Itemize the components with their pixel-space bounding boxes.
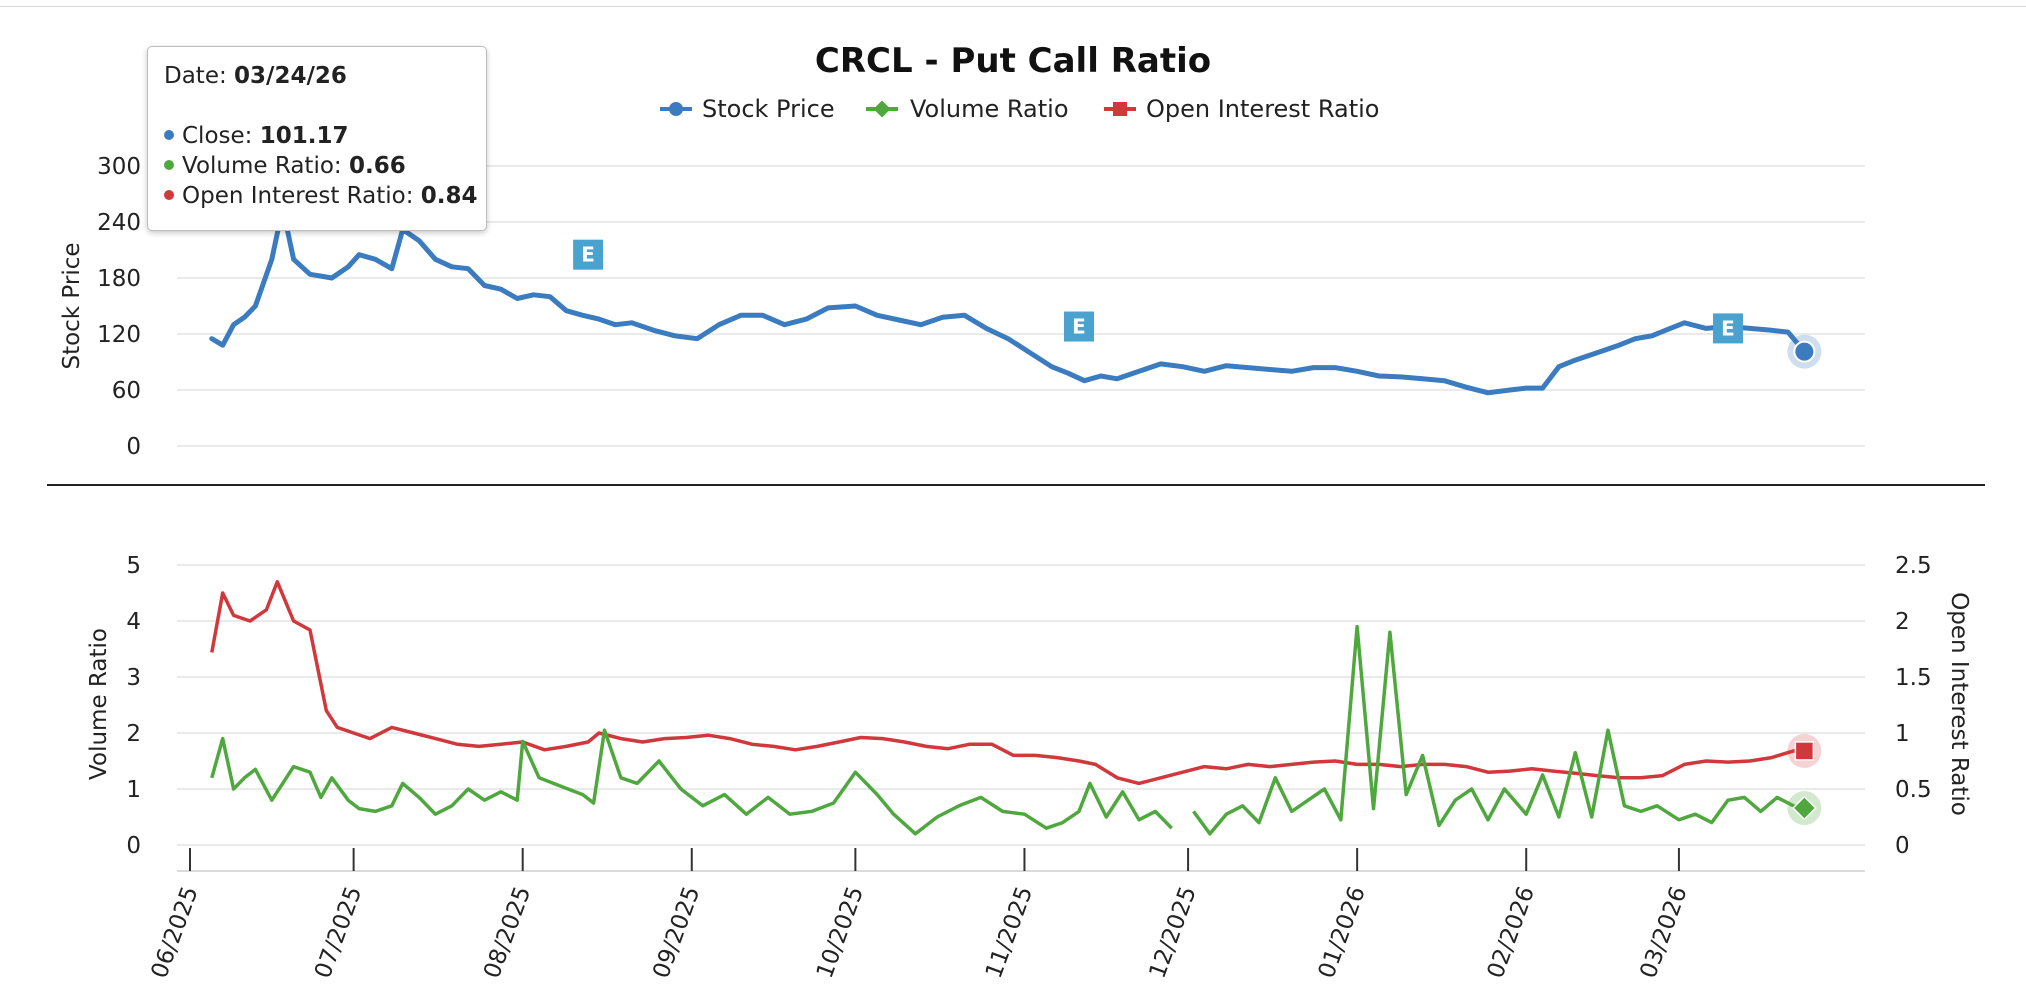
oi-tick-label: 2.5 (1895, 553, 1932, 579)
tooltip-date-row: Date: 03/24/26 (164, 61, 470, 91)
ratio-panel: 0 1 2 3 4 5 0 0.5 1 1.5 2 2.5 Volume Ratio Open In… (86, 553, 1972, 982)
volume-ratio-axis-title: Volume Ratio (86, 628, 112, 780)
tooltip-volume-row: Volume Ratio: 0.66 (164, 151, 470, 181)
volume-ratio-y-axis: 0 1 2 3 4 5 (126, 553, 141, 859)
tooltip-oi-row: Open Interest Ratio: 0.84 (164, 181, 478, 211)
price-tick-label: 240 (97, 210, 141, 236)
price-tick-label: 60 (112, 378, 141, 404)
tooltip-date-label: Date: (164, 63, 227, 89)
oi-tick-label: 0 (1895, 833, 1910, 859)
volume-tick-label: 0 (126, 833, 141, 859)
x-tick-label: 03/2026 (1635, 883, 1692, 982)
x-tick-label: 10/2025 (812, 883, 869, 982)
tooltip-date-value: 03/24/26 (234, 63, 347, 89)
x-tick-label: 07/2025 (310, 883, 367, 982)
x-tick-label: 11/2025 (981, 883, 1038, 982)
oi-tick-label: 1.5 (1895, 665, 1932, 691)
tooltip-oi-label: Open Interest Ratio: (182, 183, 414, 209)
ratio-gridlines (177, 564, 1865, 846)
open-interest-ratio-line[interactable] (210, 580, 1805, 786)
legend-label-volume-ratio: Volume Ratio (910, 95, 1069, 123)
oi-tick-label: 0.5 (1895, 777, 1932, 803)
x-tick-label: 06/2025 (147, 883, 204, 982)
tooltip-close-label: Close: (182, 123, 253, 149)
ratio-end-markers[interactable] (1787, 733, 1822, 826)
volume-tick-label: 3 (126, 665, 141, 691)
vol-end-diamond-icon (1791, 795, 1817, 821)
legend-item-stock-price[interactable]: Stock Price (660, 95, 835, 123)
tooltip-volume-label: Volume Ratio: (182, 153, 342, 179)
earnings-label: E (581, 243, 595, 267)
chart-title: CRCL - Put Call Ratio (815, 41, 1211, 81)
earnings-badge-icon (573, 239, 604, 270)
price-tick-label: 120 (97, 322, 141, 348)
earnings-badge-icon (1713, 313, 1744, 344)
price-tick-label: 0 (126, 434, 141, 460)
earnings-markers[interactable]: E E E (573, 239, 1744, 344)
tooltip-close-value: 101.17 (259, 123, 349, 149)
red-dot-icon (164, 189, 174, 200)
open-interest-axis-title: Open Interest Ratio (1946, 592, 1972, 816)
tooltip-volume-value: 0.66 (348, 153, 406, 179)
price-y-axis: 0 60 120 180 240 300 (97, 154, 141, 460)
tooltip-close-row: Close: 101.17 (164, 121, 470, 151)
legend-diamond-icon (873, 100, 891, 118)
legend-item-open-interest-ratio[interactable]: Open Interest Ratio (1104, 95, 1379, 123)
volume-ratio-line[interactable] (210, 624, 1805, 836)
green-dot-icon (164, 159, 174, 170)
price-tick-label: 180 (97, 266, 141, 292)
stock-price-end-marker[interactable] (1787, 334, 1822, 369)
price-axis-title: Stock Price (59, 242, 85, 369)
chart-legend[interactable]: Stock Price Volume Ratio Open Interest R… (660, 95, 1379, 123)
data-tooltip: Date: 03/24/26 Close: 101.17 Volume Rati… (147, 46, 487, 231)
volume-tick-label: 1 (126, 777, 141, 803)
legend-label-open-interest-ratio: Open Interest Ratio (1146, 95, 1379, 123)
oi-tick-label: 2 (1895, 609, 1910, 635)
earnings-label: E (1072, 315, 1086, 339)
stock-price-line[interactable] (209, 205, 1807, 396)
legend-circle-icon (669, 102, 683, 116)
x-tick-label: 01/2026 (1314, 883, 1371, 982)
x-tick-label: 08/2025 (479, 883, 536, 982)
x-tick-label: 12/2025 (1145, 883, 1202, 982)
price-end-dot (1793, 340, 1816, 363)
oi-tick-label: 1 (1895, 721, 1910, 747)
x-tick-label: 09/2025 (648, 883, 705, 982)
top-border (0, 6, 2026, 7)
legend-label-stock-price: Stock Price (702, 95, 835, 123)
legend-item-volume-ratio[interactable]: Volume Ratio (866, 95, 1069, 123)
volume-tick-label: 4 (126, 609, 141, 635)
tooltip-oi-value: 0.84 (420, 183, 478, 209)
legend-square-icon (1113, 102, 1127, 116)
earnings-label: E (1721, 316, 1735, 340)
earnings-badge-icon (1063, 311, 1094, 342)
open-interest-y-axis: 0 0.5 1 1.5 2 2.5 (1895, 553, 1932, 859)
volume-tick-label: 5 (126, 553, 141, 579)
x-tick-label: 02/2026 (1483, 883, 1540, 982)
oi-end-square-icon (1794, 741, 1815, 761)
price-tick-label: 300 (97, 154, 141, 180)
blue-dot-icon (164, 129, 174, 140)
date-x-axis: 06/2025 07/2025 08/2025 09/2025 10/2025 11/20… (147, 848, 1693, 982)
volume-tick-label: 2 (126, 721, 141, 747)
